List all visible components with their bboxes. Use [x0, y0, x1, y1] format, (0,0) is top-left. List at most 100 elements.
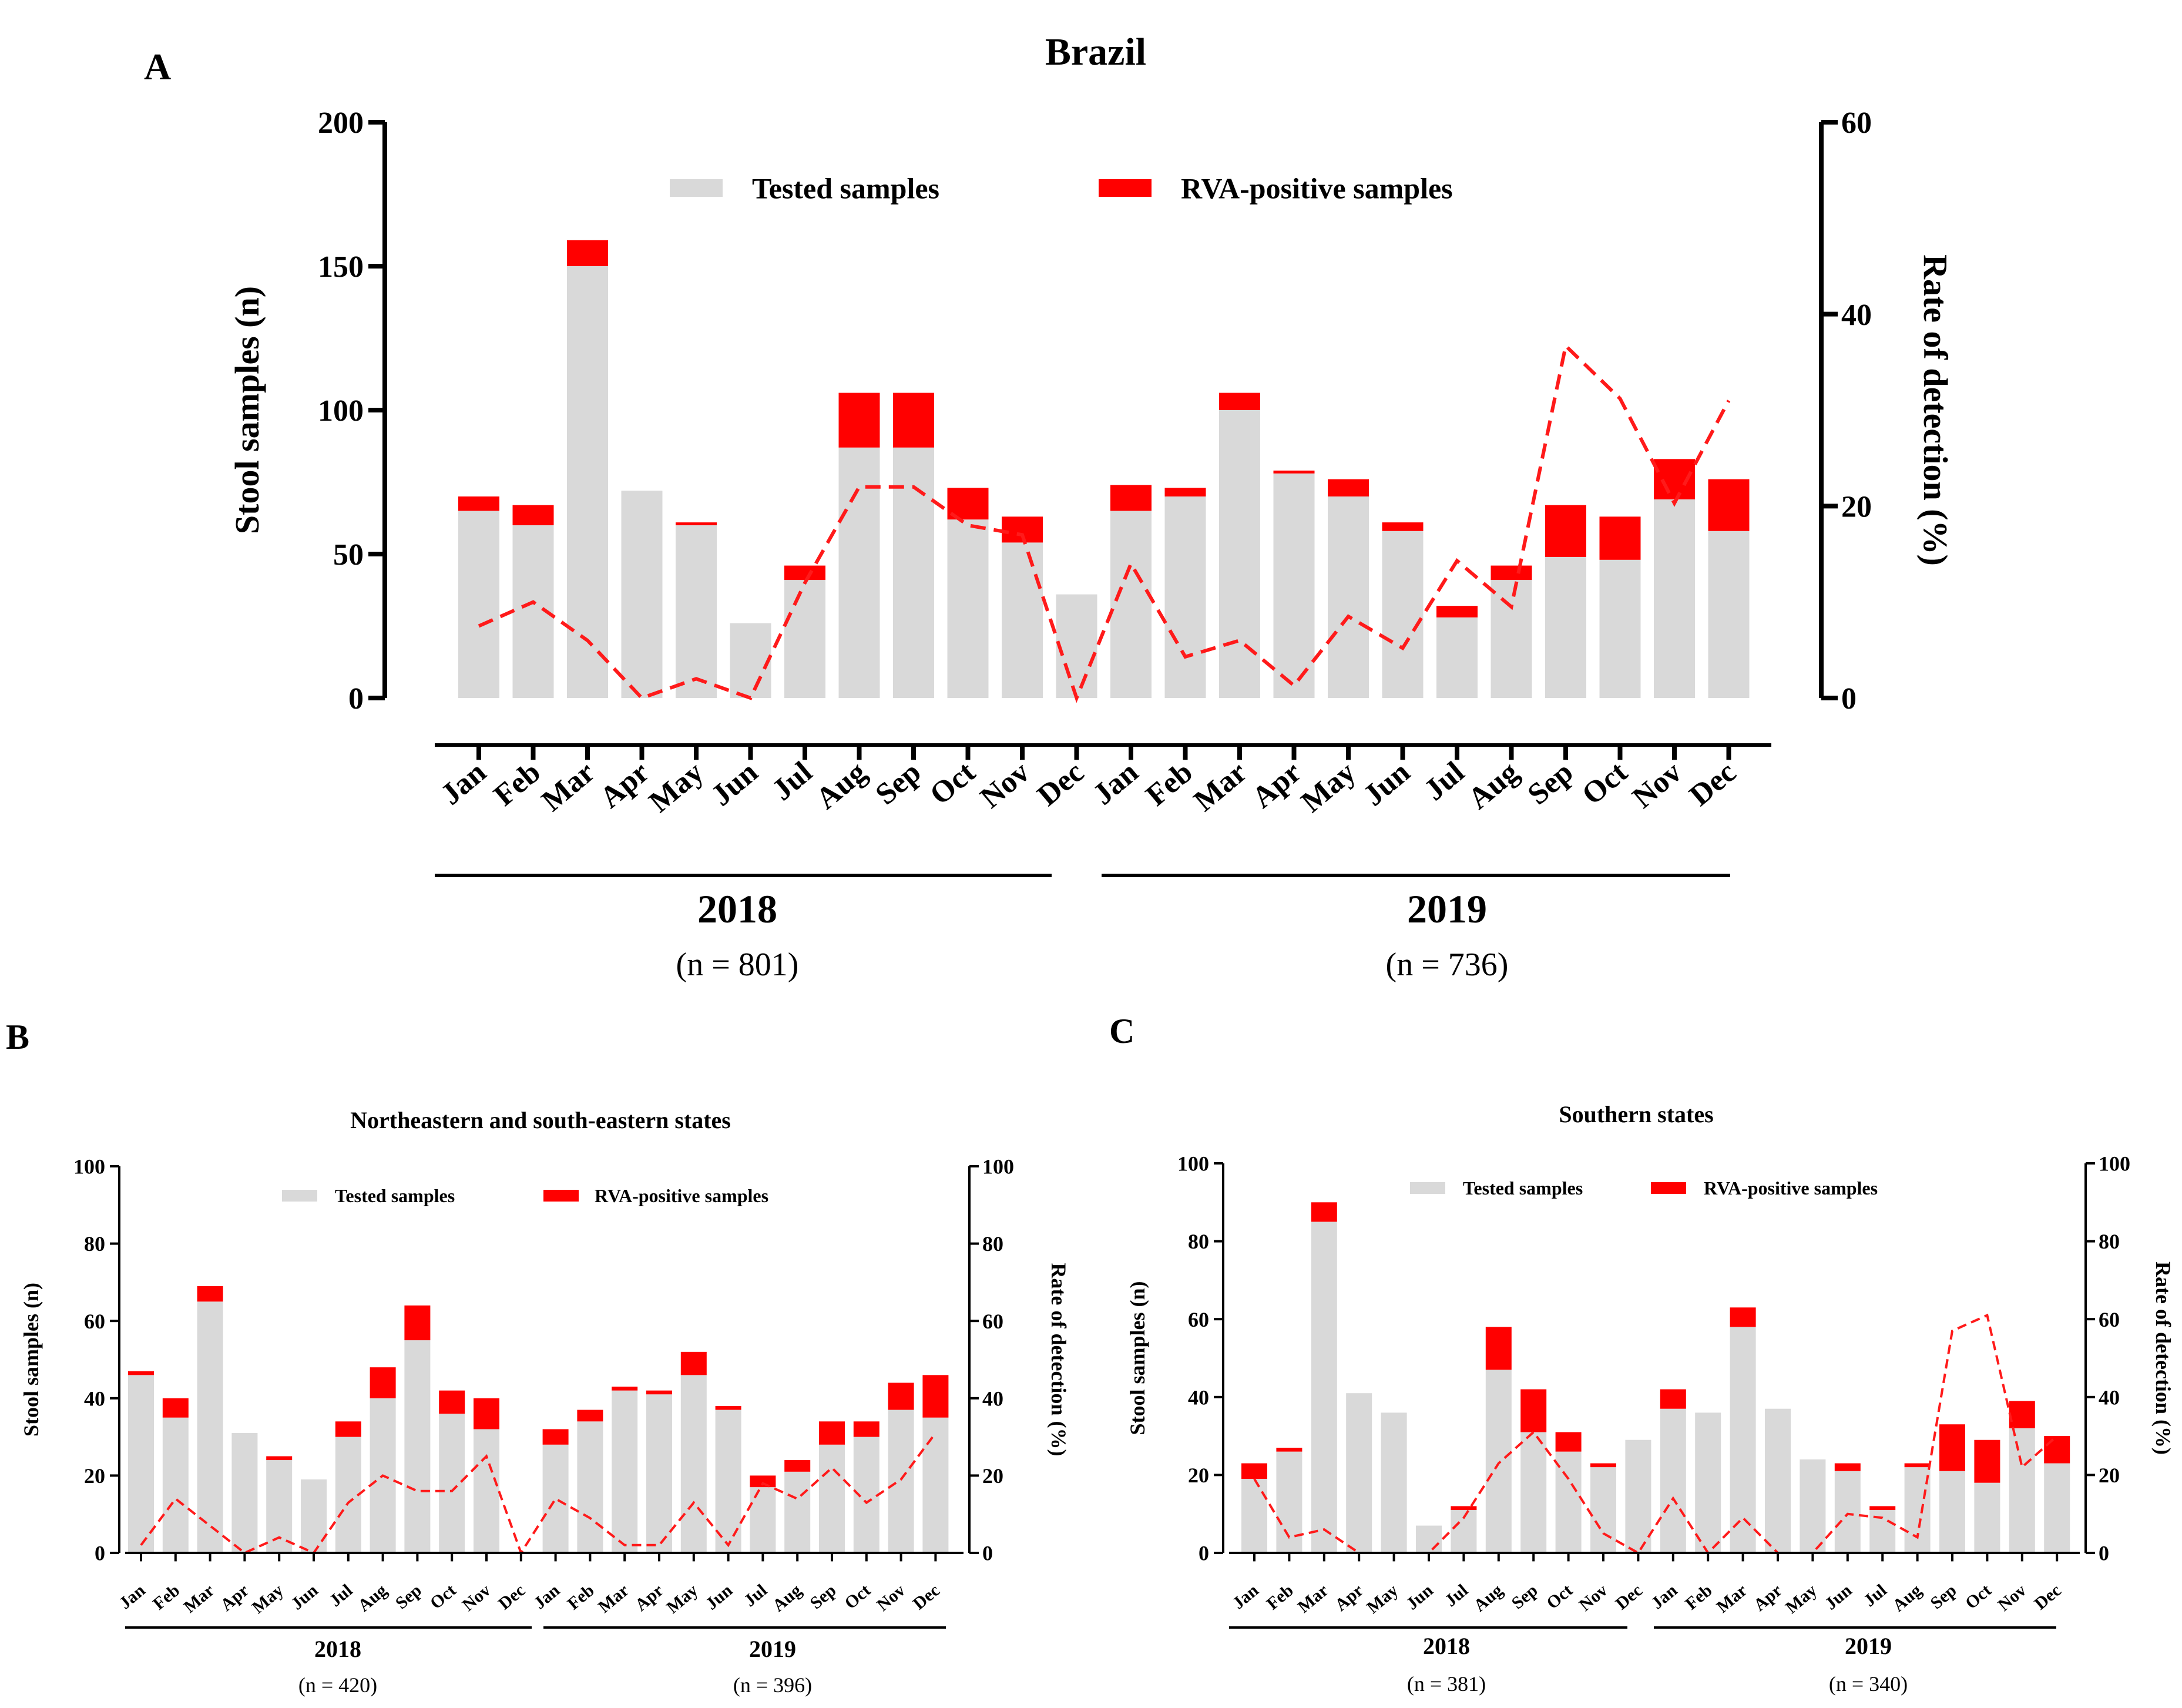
bar-positive	[1660, 1390, 1686, 1409]
left-tick-label: 50	[333, 538, 364, 572]
bar-positive	[2009, 1401, 2035, 1428]
chart-title: Northeastern and south-eastern states	[350, 1107, 731, 1133]
bar-tested	[819, 1445, 845, 1553]
bar-positive	[2044, 1436, 2070, 1463]
year-label: 2019	[1845, 1633, 1892, 1659]
year-label: 2018	[697, 887, 777, 931]
bar-positive	[1974, 1440, 2000, 1483]
legend-swatch-positive	[543, 1190, 579, 1202]
bar-tested	[1520, 1432, 1546, 1553]
chart-title: Southern states	[1559, 1101, 1713, 1128]
bar-positive	[458, 496, 499, 511]
figure-canvas: ABrazil0501001502000204060Stool samples …	[0, 0, 2182, 1705]
bar-positive	[1276, 1448, 1302, 1452]
left-tick-label: 0	[95, 1542, 105, 1565]
bar-tested	[1939, 1471, 1965, 1553]
bar-tested	[1486, 1370, 1512, 1553]
left-tick-label: 40	[1188, 1385, 1209, 1409]
bar-positive	[1869, 1506, 1895, 1510]
y2-axis-label: Rate of detection (%)	[1047, 1263, 1070, 1457]
bar-tested	[646, 1394, 672, 1553]
right-tick-label: 100	[982, 1155, 1014, 1179]
bar-tested	[1708, 531, 1750, 698]
right-tick-label: 0	[1841, 682, 1857, 716]
legend-swatch-positive	[1099, 179, 1152, 197]
bar-positive	[1520, 1390, 1546, 1432]
y2-axis-label: Rate of detection (%)	[2151, 1261, 2175, 1455]
bar-positive	[839, 393, 880, 448]
bar-tested	[1800, 1459, 1825, 1553]
bar-positive	[128, 1371, 154, 1375]
left-tick-label: 20	[84, 1464, 105, 1488]
bar-tested	[622, 491, 663, 698]
legend-swatch-tested	[670, 179, 723, 197]
bar-positive	[163, 1398, 189, 1418]
bar-tested	[784, 1472, 810, 1553]
bar-positive	[1219, 393, 1260, 410]
bar-tested	[1436, 618, 1478, 698]
left-tick-label: 100	[1177, 1152, 1209, 1176]
bar-tested	[266, 1460, 292, 1553]
right-tick-label: 60	[982, 1310, 1003, 1333]
legend-swatch-tested	[282, 1190, 317, 1202]
bar-tested	[1590, 1467, 1616, 1553]
year-n-label: (n = 396)	[733, 1673, 812, 1697]
bar-tested	[716, 1410, 741, 1553]
bar-positive	[922, 1375, 948, 1417]
bar-tested	[784, 580, 825, 698]
bar-positive	[1328, 479, 1369, 496]
bar-tested	[231, 1433, 257, 1553]
bar-positive	[1241, 1464, 1267, 1479]
panel-letter: B	[6, 1018, 29, 1056]
right-tick-label: 40	[982, 1387, 1003, 1410]
bar-positive	[1600, 516, 1641, 560]
right-tick-label: 20	[1841, 491, 1872, 524]
left-tick-label: 150	[318, 250, 364, 284]
bar-positive	[266, 1457, 292, 1461]
bar-positive	[1730, 1307, 1756, 1327]
bar-tested	[1416, 1526, 1442, 1553]
bar-positive	[197, 1286, 223, 1301]
bar-positive	[854, 1421, 879, 1437]
left-tick-label: 200	[318, 106, 364, 140]
bar-positive	[1905, 1464, 1931, 1468]
bar-positive	[646, 1391, 672, 1395]
bar-tested	[1625, 1440, 1651, 1553]
bar-tested	[2009, 1428, 2035, 1553]
bar-tested	[128, 1375, 154, 1553]
legend-label-tested: Tested samples	[1463, 1177, 1583, 1199]
year-label: 2018	[1423, 1633, 1470, 1659]
bar-positive	[335, 1421, 361, 1437]
bar-positive	[1545, 505, 1586, 557]
bar-tested	[1600, 560, 1641, 698]
bar-positive	[1491, 566, 1532, 580]
y2-axis-label: Rate of detection (%)	[1916, 254, 1955, 566]
bar-positive	[1436, 606, 1478, 618]
bar-positive	[474, 1398, 499, 1430]
y-axis-label: Stool samples (n)	[19, 1283, 43, 1437]
left-tick-label: 0	[348, 682, 364, 716]
right-tick-label: 40	[2099, 1385, 2120, 1409]
panel-letter: C	[1109, 1012, 1134, 1051]
right-tick-label: 60	[2099, 1308, 2120, 1331]
bar-positive	[543, 1429, 569, 1444]
bar-tested	[1165, 496, 1206, 698]
bar-positive	[1165, 488, 1206, 496]
bar-tested	[1219, 410, 1260, 698]
bar-tested	[1382, 531, 1424, 698]
bar-tested	[1241, 1479, 1267, 1553]
bar-positive	[819, 1421, 845, 1444]
left-tick-label: 80	[1188, 1230, 1209, 1253]
bar-positive	[513, 505, 554, 525]
bar-positive	[1110, 485, 1152, 511]
bar-positive	[370, 1367, 396, 1398]
bar-tested	[681, 1375, 707, 1553]
right-tick-label: 0	[982, 1542, 993, 1565]
bar-tested	[1974, 1483, 2000, 1553]
y-axis-label: Stool samples (n)	[1126, 1281, 1149, 1435]
bar-positive	[676, 522, 717, 525]
bar-tested	[730, 623, 771, 698]
bar-tested	[612, 1391, 637, 1553]
bar-tested	[458, 511, 499, 699]
y-axis-label: Stool samples (n)	[228, 286, 266, 534]
